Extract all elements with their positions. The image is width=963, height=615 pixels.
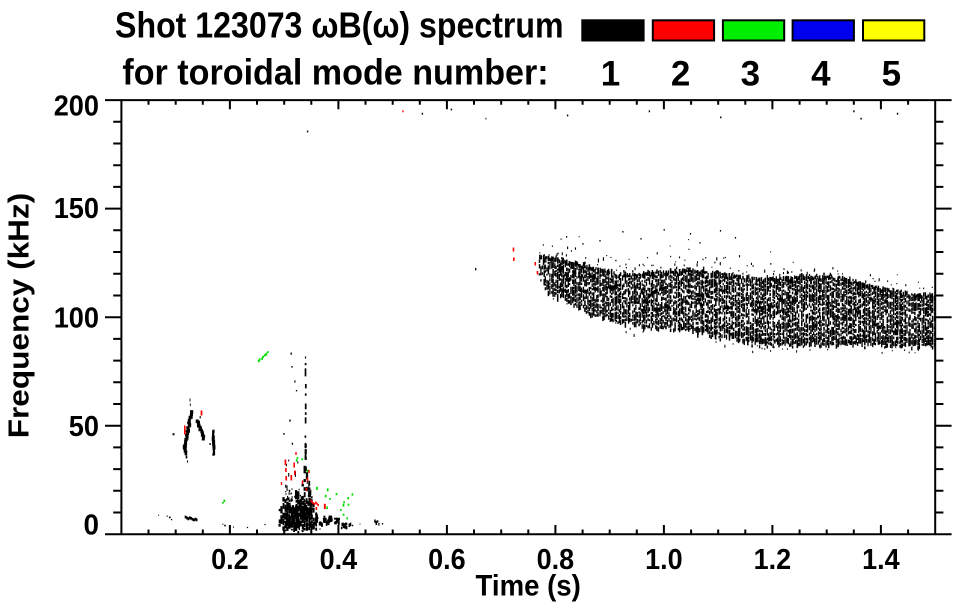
- svg-text:Frequency (kHz): Frequency (kHz): [4, 193, 36, 439]
- svg-text:1.4: 1.4: [862, 544, 900, 576]
- svg-text:100: 100: [54, 302, 99, 334]
- svg-text:0.6: 0.6: [428, 544, 466, 576]
- svg-text:1.2: 1.2: [754, 544, 792, 576]
- svg-text:50: 50: [69, 411, 99, 443]
- svg-text:for toroidal mode number:: for toroidal mode number:: [122, 52, 548, 93]
- svg-text:0: 0: [84, 509, 100, 541]
- svg-text:1.0: 1.0: [645, 544, 683, 576]
- svg-text:150: 150: [54, 193, 99, 225]
- svg-text:Time (s): Time (s): [476, 570, 581, 603]
- svg-text:5: 5: [882, 55, 901, 94]
- svg-text:0.4: 0.4: [320, 544, 358, 576]
- svg-text:Shot 123073 ωB(ω) spectrum: Shot 123073 ωB(ω) spectrum: [115, 5, 564, 46]
- svg-text:1: 1: [601, 55, 620, 94]
- svg-text:2: 2: [671, 55, 690, 94]
- svg-text:3: 3: [741, 55, 760, 94]
- svg-text:200: 200: [54, 91, 99, 123]
- svg-text:0.2: 0.2: [211, 544, 249, 576]
- svg-text:0.8: 0.8: [537, 544, 575, 576]
- svg-text:4: 4: [811, 55, 831, 94]
